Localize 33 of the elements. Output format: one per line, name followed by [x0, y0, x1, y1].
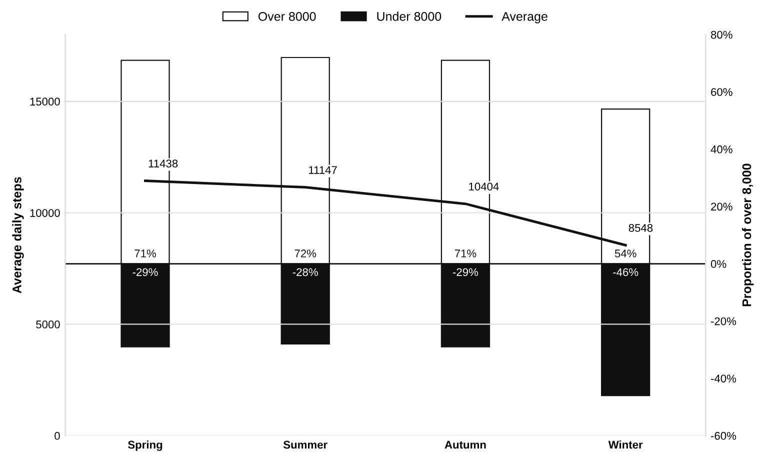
y2-tick-label: 40% — [710, 145, 732, 154]
y-tick-label: 5000 — [36, 320, 60, 328]
legend-label: Under 8000 — [377, 12, 442, 21]
data-label: 54% — [614, 250, 636, 258]
x-tick-label: Winter — [608, 440, 643, 449]
data-label: 11438 — [148, 160, 178, 168]
data-label: -28% — [292, 268, 318, 276]
y-tick-label: 10000 — [30, 209, 60, 217]
y2-tick-label: -20% — [710, 317, 736, 326]
x-tick-label: Summer — [283, 440, 328, 449]
y-tick-label: 0 — [54, 432, 60, 440]
y2-tick-label: -40% — [710, 374, 736, 382]
data-label: 10404 — [469, 182, 499, 191]
data-label: -29% — [452, 268, 478, 276]
data-label: 71% — [454, 250, 476, 258]
data-label: 72% — [294, 250, 316, 258]
x-tick-label: Spring — [128, 440, 162, 451]
y-tick-label: 15000 — [30, 98, 60, 106]
y2-tick-label: 0% — [710, 260, 726, 268]
x-tick-label: Autumn — [444, 440, 486, 449]
data-label: -46% — [613, 268, 638, 276]
y2-axis-title: Proportion of over 8,000 — [742, 164, 754, 306]
data-label: -29% — [132, 268, 158, 276]
y2-tick-label: -60% — [710, 432, 736, 440]
y2-tick-label: 80% — [710, 30, 732, 39]
legend-label: Average — [502, 12, 548, 24]
legend-label: Over 8000 — [258, 12, 316, 21]
y2-tick-label: 20% — [711, 202, 732, 211]
y-axis-title: Average daily steps — [12, 177, 24, 294]
data-label: 71% — [134, 250, 156, 258]
data-label: 8548 — [628, 224, 653, 232]
y2-tick-label: 60% — [711, 88, 732, 96]
data-label: 11147 — [308, 166, 337, 174]
